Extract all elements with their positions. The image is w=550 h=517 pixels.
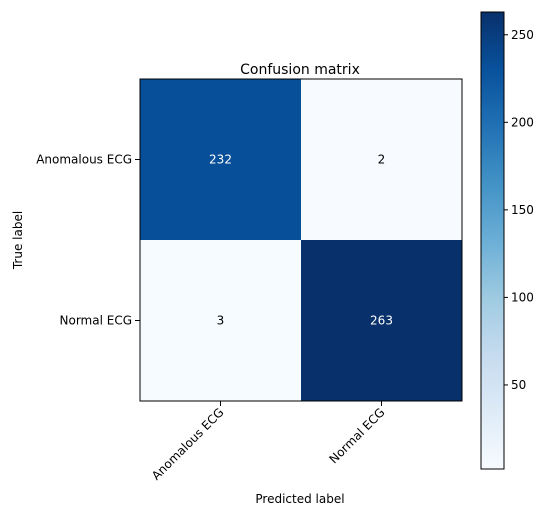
plot-frame [139, 78, 463, 402]
chart-title: Confusion matrix [240, 62, 360, 78]
y-tick-label: Anomalous ECG [36, 153, 132, 167]
cell-value-label: 2 [378, 153, 386, 167]
colorbar-tick-label: 250 [511, 28, 534, 42]
heatmap-cell [301, 79, 462, 240]
cell-value-label: 263 [370, 314, 393, 328]
colorbar-tick-label: 50 [511, 378, 526, 392]
x-tick-label: Anomalous ECG [149, 405, 227, 483]
y-axis-label: True label [11, 211, 25, 270]
colorbar [480, 11, 505, 470]
colorbar-ticks: 50 100 150 200 250 [504, 28, 534, 392]
colorbar-tick-label: 200 [511, 115, 534, 129]
heatmap-cell [140, 240, 301, 401]
cell-value-label: 232 [209, 153, 232, 167]
colorbar-tick-label: 100 [511, 290, 534, 304]
y-tick-label: Normal ECG [60, 314, 133, 328]
heatmap-cells: 232 2 3 263 [140, 79, 462, 401]
colorbar-tick-label: 150 [511, 203, 534, 217]
x-tick-label: Normal ECG [326, 405, 387, 466]
cell-value-label: 3 [217, 314, 225, 328]
heatmap-cell [140, 79, 301, 240]
x-axis-label: Predicted label [255, 492, 344, 506]
heatmap-cell [301, 240, 462, 401]
